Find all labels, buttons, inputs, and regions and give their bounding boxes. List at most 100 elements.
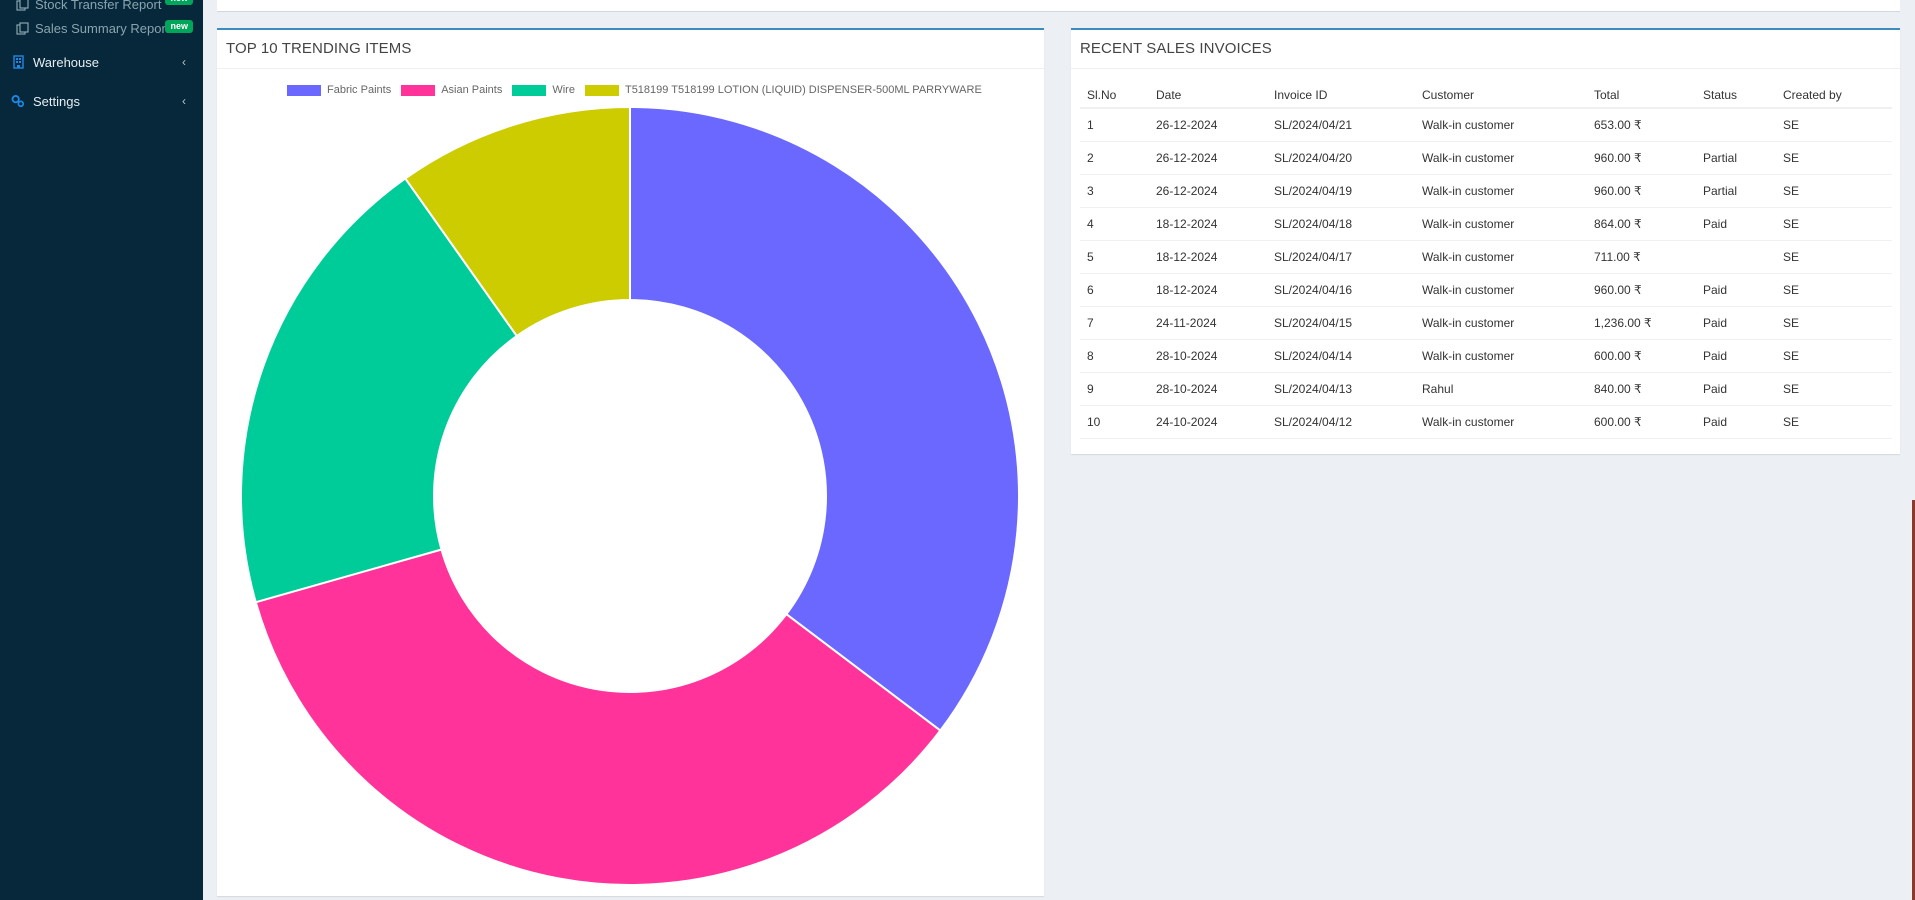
table-cell: SL/2024/04/21 bbox=[1267, 108, 1415, 142]
table-cell: SL/2024/04/17 bbox=[1267, 240, 1415, 274]
column-header: Date bbox=[1149, 82, 1267, 109]
new-badge: new bbox=[165, 0, 193, 5]
table-cell: SL/2024/04/15 bbox=[1267, 306, 1415, 340]
chart-legend: Fabric Paints Asian Paints Wire T518199 T51… bbox=[287, 84, 992, 96]
column-header: Created by bbox=[1776, 82, 1892, 109]
table-cell: 8 bbox=[1080, 339, 1149, 373]
table-cell: Walk-in customer bbox=[1415, 405, 1587, 439]
table-row: 2 26-12-2024 SL/2024/04/20 Walk-in customer… bbox=[1080, 141, 1892, 175]
table-cell: Paid bbox=[1696, 405, 1776, 439]
table-cell: 2 bbox=[1080, 141, 1149, 175]
table-cell: Walk-in customer bbox=[1415, 273, 1587, 307]
box-header: RECENT SALES INVOICES bbox=[1071, 30, 1900, 69]
table-cell: 7 bbox=[1080, 306, 1149, 340]
table-cell: Paid bbox=[1696, 306, 1776, 340]
table-cell: SE bbox=[1776, 141, 1892, 175]
table-cell: Paid bbox=[1696, 273, 1776, 307]
table-header-row: Sl.No Date Invoice ID Customer Total Sta… bbox=[1080, 82, 1892, 109]
sidebar-item-label: Sales Summary Report bbox=[35, 20, 170, 36]
table-cell: Partial bbox=[1696, 174, 1776, 208]
sidebar-item-label: Stock Transfer Report bbox=[35, 0, 162, 12]
doughnut-slice[interactable] bbox=[254, 548, 942, 886]
table-cell: 1 bbox=[1080, 108, 1149, 142]
table-row: 1 26-12-2024 SL/2024/04/21 Walk-in customer… bbox=[1080, 108, 1892, 142]
column-header: Status bbox=[1696, 82, 1776, 109]
legend-item[interactable]: Asian Paints bbox=[401, 84, 502, 96]
top-card bbox=[217, 0, 1900, 12]
table-row: 7 24-11-2024 SL/2024/04/15 Walk-in customer… bbox=[1080, 306, 1892, 340]
table-cell: Rahul bbox=[1415, 372, 1587, 406]
table-cell: Walk-in customer bbox=[1415, 174, 1587, 208]
table-row: 9 28-10-2024 SL/2024/04/13 Rahul 840.00 ₹ Pai… bbox=[1080, 372, 1892, 406]
table-cell: 600.00 ₹ bbox=[1587, 339, 1696, 373]
chevron-left-icon: ‹ bbox=[182, 94, 186, 108]
sidebar-item-label: Warehouse bbox=[33, 54, 99, 70]
sidebar-item-stock-transfer-report[interactable]: Stock Transfer Report new bbox=[0, 0, 203, 14]
legend-swatch bbox=[287, 84, 321, 96]
table-cell: 18-12-2024 bbox=[1149, 240, 1267, 274]
table-cell: 711.00 ₹ bbox=[1587, 240, 1696, 274]
table-cell: Walk-in customer bbox=[1415, 339, 1587, 373]
table-cell: SE bbox=[1776, 108, 1892, 142]
table-cell: 28-10-2024 bbox=[1149, 339, 1267, 373]
sidebar-item-settings[interactable]: Settings ‹ bbox=[0, 89, 203, 113]
table-cell: SE bbox=[1776, 207, 1892, 241]
legend-label: Fabric Paints bbox=[327, 84, 392, 96]
new-badge: new bbox=[165, 20, 193, 33]
table-cell: SL/2024/04/16 bbox=[1267, 273, 1415, 307]
table-cell: Walk-in customer bbox=[1415, 306, 1587, 340]
doughnut-slice[interactable] bbox=[629, 105, 1020, 732]
table-cell: 5 bbox=[1080, 240, 1149, 274]
table-cell: 26-12-2024 bbox=[1149, 174, 1267, 208]
table-cell: SE bbox=[1776, 273, 1892, 307]
table-cell bbox=[1696, 108, 1776, 142]
legend-swatch bbox=[584, 84, 619, 96]
table-cell: 840.00 ₹ bbox=[1587, 372, 1696, 406]
table-cell: SE bbox=[1776, 405, 1892, 439]
table-cell: Walk-in customer bbox=[1415, 141, 1587, 175]
table-cell: 864.00 ₹ bbox=[1587, 207, 1696, 241]
table-cell: SE bbox=[1776, 306, 1892, 340]
legend-item[interactable]: T518199 T518199 LOTION (LIQUID) DISPENSE… bbox=[584, 84, 982, 96]
sidebar-item-sales-summary-report[interactable]: Sales Summary Report new bbox=[0, 18, 203, 38]
sidebar-item-warehouse[interactable]: Warehouse ‹ bbox=[0, 50, 203, 74]
table-row: 6 18-12-2024 SL/2024/04/16 Walk-in customer… bbox=[1080, 273, 1892, 307]
table-cell bbox=[1696, 240, 1776, 274]
table-row: 3 26-12-2024 SL/2024/04/19 Walk-in customer… bbox=[1080, 174, 1892, 208]
table-cell: 24-11-2024 bbox=[1149, 306, 1267, 340]
table-cell: SL/2024/04/13 bbox=[1267, 372, 1415, 406]
table-cell: 960.00 ₹ bbox=[1587, 273, 1696, 307]
doughnut-slice[interactable] bbox=[403, 105, 631, 338]
table-cell: SE bbox=[1776, 174, 1892, 208]
column-header: Customer bbox=[1415, 82, 1587, 109]
table-cell: 9 bbox=[1080, 372, 1149, 406]
table-cell: 26-12-2024 bbox=[1149, 108, 1267, 142]
table-cell: 653.00 ₹ bbox=[1587, 108, 1696, 142]
table-cell: 600.00 ₹ bbox=[1587, 405, 1696, 439]
table-row: 10 24-10-2024 SL/2024/04/12 Walk-in custome… bbox=[1080, 405, 1892, 439]
table-cell: Paid bbox=[1696, 339, 1776, 373]
legend-item[interactable]: Wire bbox=[512, 84, 575, 96]
table-cell: Walk-in customer bbox=[1415, 240, 1587, 274]
legend-item[interactable]: Fabric Paints bbox=[287, 84, 391, 96]
column-header: Sl.No bbox=[1080, 82, 1149, 109]
sidebar-item-label: Settings bbox=[33, 93, 80, 109]
table-cell: 28-10-2024 bbox=[1149, 372, 1267, 406]
table-cell: 18-12-2024 bbox=[1149, 207, 1267, 241]
cogs-icon bbox=[11, 94, 25, 108]
table-cell: SL/2024/04/18 bbox=[1267, 207, 1415, 241]
chevron-left-icon: ‹ bbox=[182, 55, 186, 69]
legend-swatch bbox=[401, 84, 436, 96]
table-cell: Walk-in customer bbox=[1415, 207, 1587, 241]
doughnut-slice[interactable] bbox=[240, 177, 519, 604]
table-cell: 18-12-2024 bbox=[1149, 273, 1267, 307]
table-cell: 4 bbox=[1080, 207, 1149, 241]
table-cell: 960.00 ₹ bbox=[1587, 174, 1696, 208]
table-cell: 3 bbox=[1080, 174, 1149, 208]
table-cell: SL/2024/04/19 bbox=[1267, 174, 1415, 208]
table-cell: Paid bbox=[1696, 372, 1776, 406]
legend-label: T518199 T518199 LOTION (LIQUID) DISPENSE… bbox=[624, 84, 982, 96]
table-row: 5 18-12-2024 SL/2024/04/17 Walk-in customer… bbox=[1080, 240, 1892, 274]
table-cell: SE bbox=[1776, 339, 1892, 373]
